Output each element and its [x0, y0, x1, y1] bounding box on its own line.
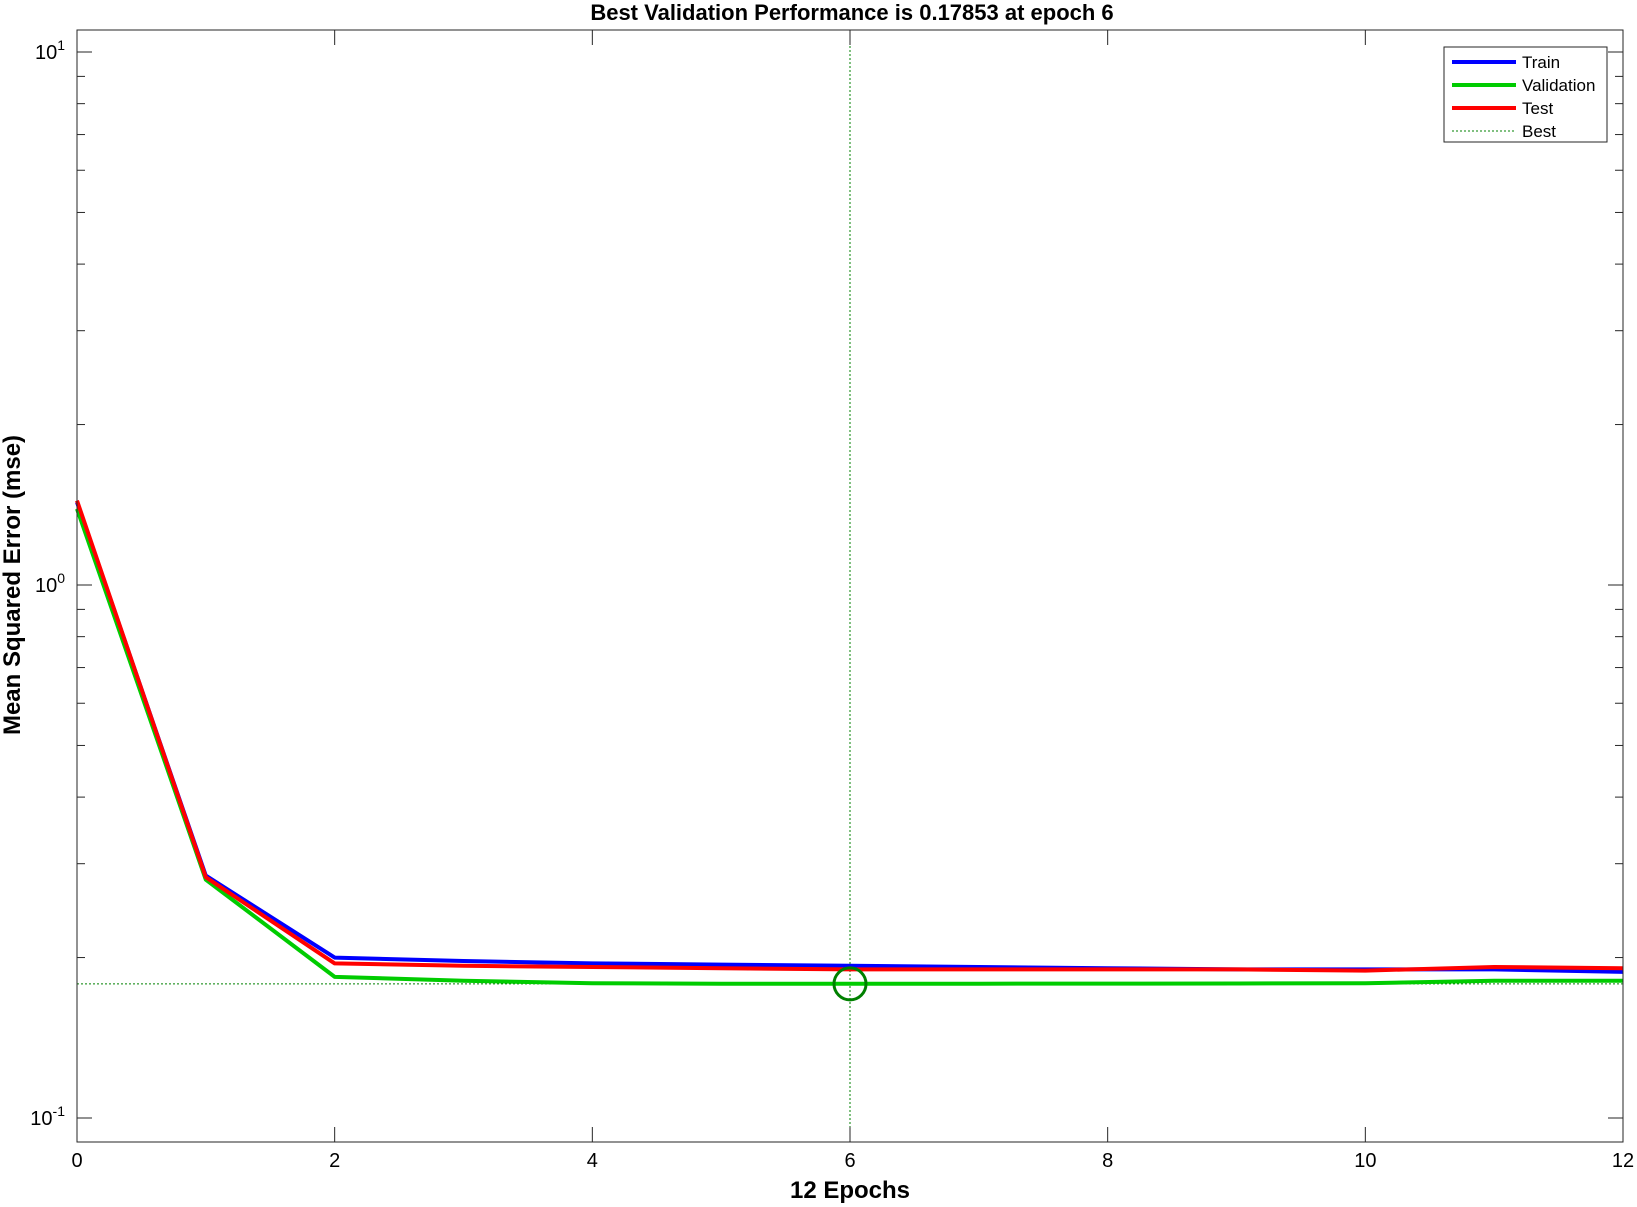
y-tick-label: 101 — [35, 37, 65, 64]
y-tick-label: 10-1 — [30, 1103, 65, 1130]
legend-label-test: Test — [1522, 99, 1553, 118]
x-tick-label: 8 — [1102, 1150, 1113, 1172]
y-tick-label: 100 — [35, 570, 65, 597]
legend-label-validation: Validation — [1522, 76, 1595, 95]
x-tick-label: 6 — [844, 1150, 855, 1172]
axis-ticks: 0 2 4 6 8 10 12 101 100 10-1 — [30, 30, 1634, 1172]
legend-label-best: Best — [1522, 122, 1556, 141]
y-axis-label: Mean Squared Error (mse) — [0, 435, 26, 735]
x-tick-label: 2 — [329, 1150, 340, 1172]
x-tick-label: 10 — [1354, 1150, 1376, 1172]
x-tick-label: 12 — [1612, 1150, 1634, 1172]
series-line-test — [75, 499, 1624, 973]
best-marker — [832, 966, 868, 1002]
x-tick-label: 4 — [587, 1150, 598, 1172]
legend-label-train: Train — [1522, 53, 1560, 72]
legend: Train Validation Test Best — [1443, 46, 1608, 143]
plot-area — [75, 30, 1624, 1142]
chart-title: Best Validation Performance is 0.17853 a… — [590, 0, 1113, 25]
series-line-validation — [75, 508, 1623, 986]
x-tick-label: 0 — [71, 1150, 82, 1172]
x-axis-label: 12 Epochs — [790, 1177, 910, 1204]
